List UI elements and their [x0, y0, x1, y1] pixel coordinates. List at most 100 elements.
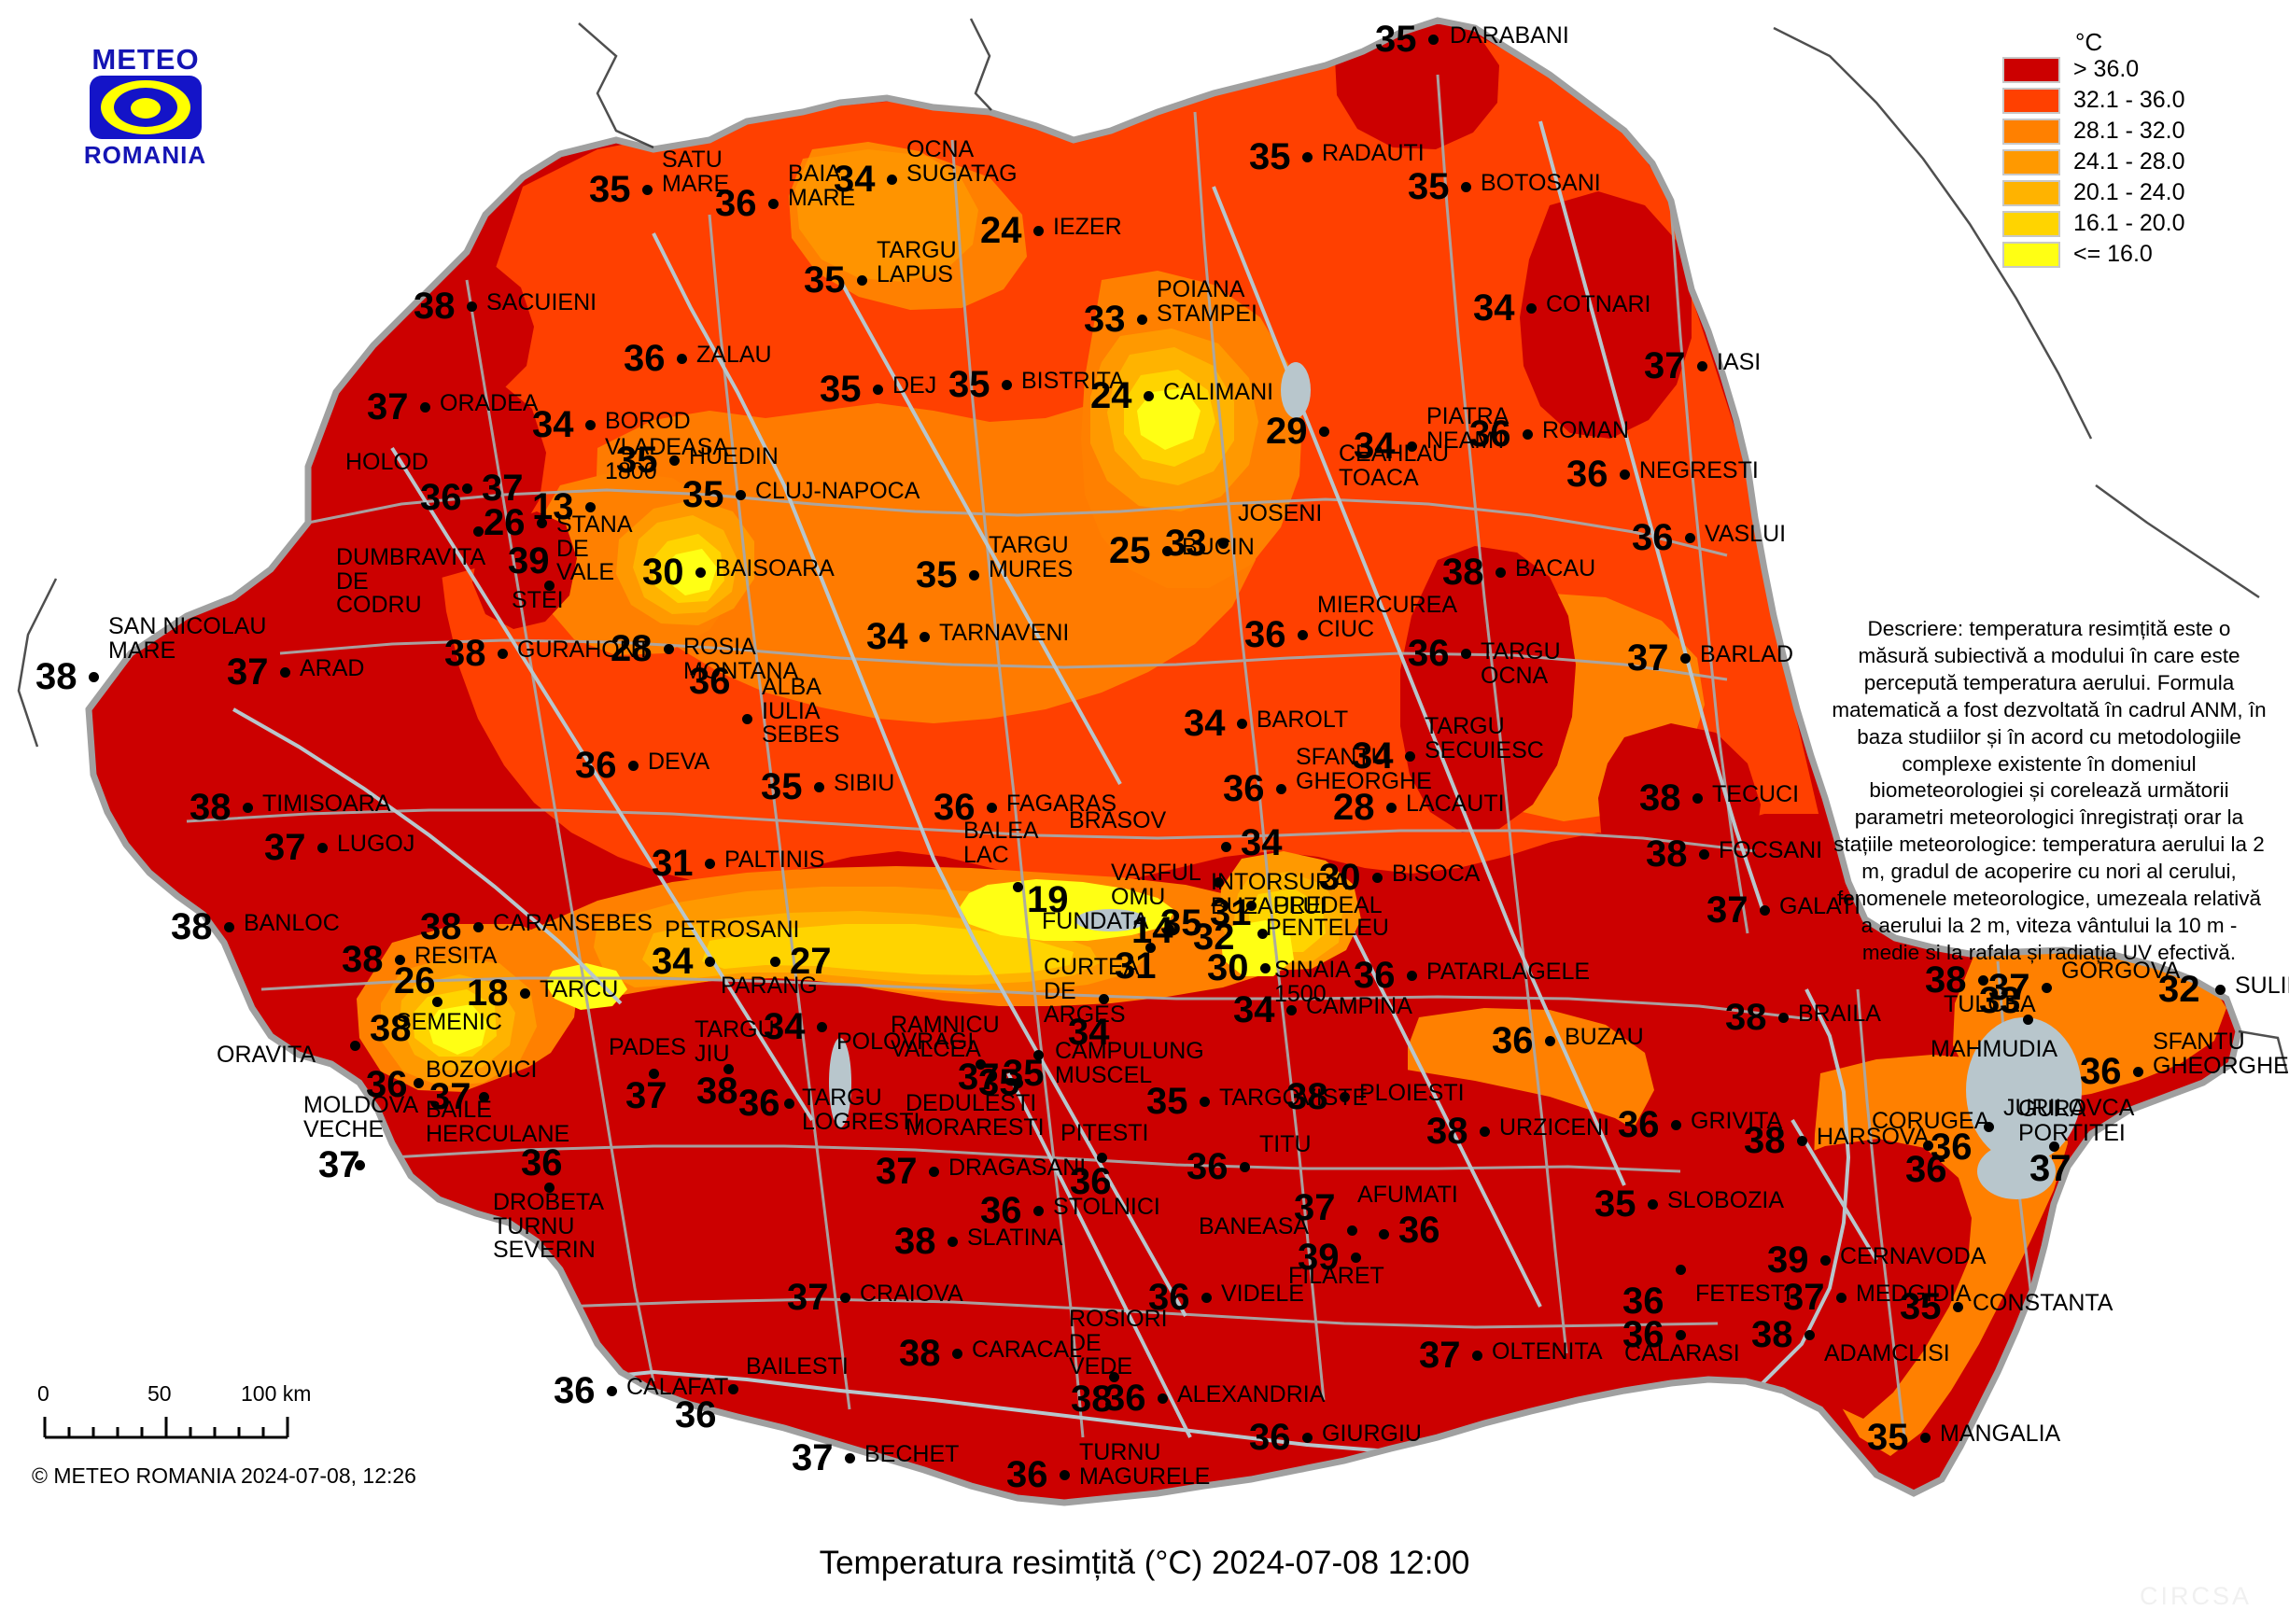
station-name-label: TARGU OCNA: [1481, 638, 1561, 689]
station-temperature-value: 38: [444, 633, 486, 674]
station-name-label: CEAHLAU TOACA: [1339, 441, 1450, 491]
station-temperature-value: 37: [792, 1437, 834, 1478]
station-temperature-value: 27: [790, 941, 832, 982]
legend-unit-label: °C: [2075, 28, 2103, 56]
station-temperature-value: 32: [1193, 917, 1235, 958]
legend-swatch: [2002, 210, 2060, 237]
station-temperature-value: 30: [1319, 857, 1361, 898]
station-dot-icon: [1670, 1119, 1681, 1130]
station-name-label: BUCIN: [1182, 534, 1255, 560]
station-dot-icon: [1059, 1469, 1070, 1480]
station-temperature-value: 37: [367, 386, 409, 427]
station-temperature-value: 38: [1744, 1120, 1786, 1161]
station-temperature-value: 36: [1905, 1149, 1947, 1190]
station-dot-icon: [783, 1098, 794, 1109]
station-name-label: SFANTU GHEORGHE: [1296, 744, 1432, 794]
station-dot-icon: [88, 671, 99, 682]
station-name-label: GURAHONT: [517, 637, 652, 663]
logo-romania-text: ROMANIA: [83, 141, 207, 169]
station-dot-icon: [2214, 984, 2226, 995]
station-dot-icon: [723, 1063, 734, 1074]
legend-swatch: [2002, 148, 2060, 175]
station-name-label: BANLOC: [244, 910, 340, 936]
station-name-label: TITU: [1259, 1131, 1312, 1157]
station-dot-icon: [316, 842, 328, 853]
logo-meteo-text: METEO: [91, 43, 200, 76]
station-temperature-value: 35: [1408, 166, 1450, 207]
station-name-label: LACAUTI: [1406, 791, 1505, 817]
station-name-label: BAISOARA: [715, 555, 835, 581]
station-dot-icon: [1544, 1035, 1555, 1046]
station-temperature-value: 34: [1352, 735, 1394, 777]
scale-bar-ticks: [43, 1417, 289, 1439]
station-temperature-value: 34: [1233, 989, 1275, 1030]
station-dot-icon: [919, 631, 930, 642]
station-temperature-value: 38: [1071, 1379, 1113, 1420]
station-name-label: DEVA: [648, 749, 710, 775]
station-temperature-value: 36: [1244, 614, 1286, 655]
station-dot-icon: [1406, 970, 1417, 981]
station-dot-icon: [1684, 532, 1695, 543]
station-temperature-value: 35: [1867, 1417, 1909, 1458]
station-name-label: TECUCI: [1712, 781, 1800, 807]
station-temperature-value: 35: [820, 369, 862, 410]
station-temperature-value: 36: [1148, 1277, 1190, 1318]
station-name-label: TIMISOARA: [262, 791, 391, 817]
station-dot-icon: [1371, 872, 1383, 883]
station-dot-icon: [1777, 1012, 1789, 1023]
station-dot-icon: [627, 760, 639, 771]
station-dot-icon: [813, 781, 824, 792]
station-name-label: BUZAU: [1565, 1024, 1644, 1050]
station-name-label: TARGU LAPUS: [877, 237, 957, 287]
station-temperature-value: 37: [1644, 345, 1686, 386]
station-temperature-value: 37: [318, 1144, 360, 1185]
station-temperature-value: 38: [190, 787, 232, 828]
station-temperature-value: 34: [1241, 822, 1283, 863]
station-dot-icon: [1698, 848, 1709, 860]
station-dot-icon: [1804, 1329, 1815, 1340]
station-name-label: SLOBOZIA: [1667, 1187, 1785, 1213]
station-name-label: ZALAU: [696, 342, 772, 368]
station-name-label: FILARET: [1288, 1263, 1384, 1289]
station-name-label: ARAD: [300, 655, 365, 681]
station-name-label: FOCSANI: [1719, 837, 1823, 863]
legend-row: 28.1 - 32.0: [2002, 116, 2185, 147]
station-dot-icon: [2022, 1014, 2033, 1025]
station-dot-icon: [1032, 225, 1044, 236]
station-temperature-value: 37: [625, 1075, 667, 1116]
legend-rows: > 36.0 32.1 - 36.0 28.1 - 32.0 24.1 - 28.0 2…: [2002, 54, 2185, 270]
station-temperature-value: 36: [624, 338, 666, 379]
station-dot-icon: [727, 1383, 738, 1394]
station-temperature-value: 34: [1184, 703, 1226, 744]
station-temperature-value: 36: [1354, 955, 1396, 996]
station-name-label: VASLUI: [1705, 521, 1787, 547]
station-name-label: SIBIU: [834, 770, 895, 796]
station-dot-icon: [472, 921, 484, 932]
station-dot-icon: [1001, 379, 1012, 390]
station-name-label: FETESTI: [1695, 1281, 1791, 1307]
station-name-label: AFUMATI: [1357, 1182, 1458, 1208]
station-name-label: CRAIOVA: [860, 1281, 963, 1307]
station-temperature-value: 35: [1249, 136, 1291, 177]
station-temperature-value: 35: [978, 1062, 1020, 1103]
station-temperature-value: 34: [1473, 287, 1515, 329]
copyright-text: © METEO ROMANIA 2024-07-08, 12:26: [32, 1463, 416, 1488]
station-dot-icon: [497, 648, 508, 659]
station-dot-icon: [1012, 881, 1023, 892]
station-temperature-value: 26: [394, 960, 436, 1001]
station-temperature-value: 35: [1375, 19, 1417, 60]
station-name-label: BOTOSANI: [1481, 170, 1601, 196]
station-name-label: CURTEA DE ARGES: [1044, 954, 1140, 1028]
station-dot-icon: [1301, 1432, 1313, 1443]
station-dot-icon: [1199, 1096, 1210, 1107]
station-temperature-value: 36: [1469, 413, 1511, 455]
station-temperature-value: 35: [1146, 1081, 1188, 1122]
station-temperature-value: 19: [1027, 879, 1069, 920]
station-dot-icon: [816, 1021, 827, 1032]
station-name-label: BOZOVICI: [426, 1057, 538, 1083]
station-dot-icon: [1350, 1252, 1361, 1263]
station-name-label: SEMENIC: [396, 1009, 502, 1035]
station-name-label: JOSENI: [1238, 500, 1323, 526]
station-temperature-value: 38: [1646, 833, 1688, 875]
station-dot-icon: [676, 353, 687, 364]
